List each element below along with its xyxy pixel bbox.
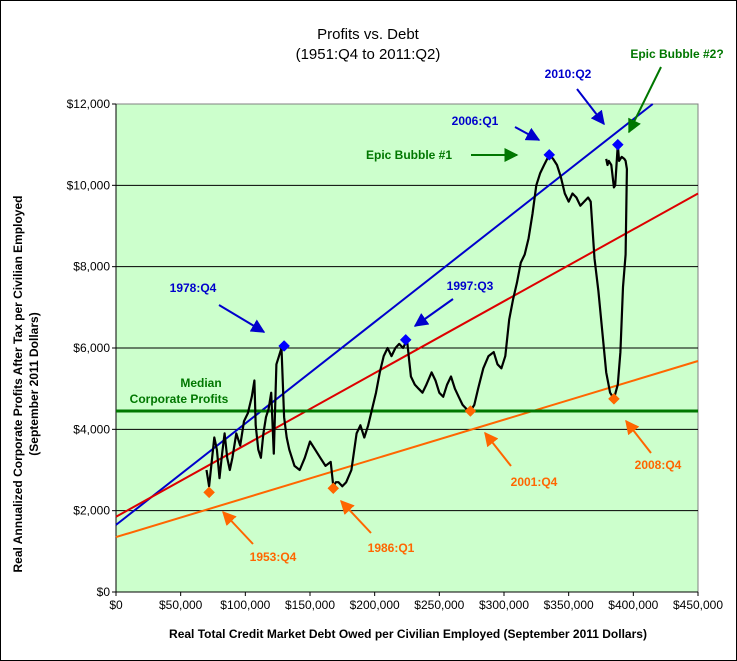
marker-1986-q1 — [327, 482, 340, 495]
x-tick-label: $50,000 — [159, 598, 203, 612]
y-tick-label: $12,000 — [67, 97, 111, 111]
x-tick-label: $450,000 — [673, 598, 723, 612]
arrow-2010-q2 — [576, 88, 605, 126]
epic-bubble-1-label: Epic Bubble #1 — [366, 148, 452, 162]
lower-trend — [115, 360, 699, 539]
x-tick-label: $0 — [109, 598, 123, 612]
label-1978-q4: 1978:Q4 — [170, 281, 217, 295]
profits-path — [205, 143, 628, 488]
y-tick-label: $6,000 — [73, 341, 110, 355]
marker-2010-q2 — [611, 138, 624, 151]
arrow-1978-q4 — [218, 304, 266, 333]
label-1997-q3: 1997:Q3 — [447, 279, 494, 293]
y-tick-label: $8,000 — [73, 260, 110, 274]
y-tick-label: $2,000 — [73, 504, 110, 518]
chart-title: Profits vs. Debt — [317, 26, 420, 43]
y-tick-label: $10,000 — [67, 178, 111, 192]
marker-2008-q4 — [608, 392, 620, 405]
label-2008-q4: 2008:Q4 — [635, 458, 682, 472]
y-axis-label-units: (September 2011 Dollars) — [27, 312, 41, 455]
x-tick-label: $350,000 — [544, 598, 594, 612]
label-1986-q1: 1986:Q1 — [368, 541, 415, 555]
y-tick-label: $0 — [97, 585, 111, 599]
marker-1997-q3 — [399, 334, 412, 346]
x-axis-label: Real Total Credit Market Debt Owed per C… — [169, 627, 647, 641]
middle-trend — [115, 192, 699, 518]
label-1953-q4: 1953:Q4 — [250, 550, 297, 564]
y-tick-label: $4,000 — [73, 422, 110, 436]
label-2010-q2: 2010:Q2 — [545, 67, 592, 81]
epic-bubble-2-label: Epic Bubble #2? — [630, 47, 723, 61]
arrow-2008-q4 — [625, 419, 652, 454]
label-2001-q4: 2001:Q4 — [511, 475, 558, 489]
x-tick-label: $400,000 — [608, 598, 658, 612]
marker-1953-q4 — [203, 486, 215, 499]
x-tick-label: $300,000 — [479, 598, 529, 612]
y-axis-label: Real Annualized Corporate Profits After … — [11, 196, 25, 573]
marker-2001-q4 — [464, 405, 477, 417]
marker-2006-q1 — [543, 148, 556, 161]
label-2006-q1: 2006:Q1 — [452, 114, 499, 128]
x-tick-label: $150,000 — [285, 598, 335, 612]
chart-subtitle: (1951:Q4 to 2011:Q2) — [296, 46, 441, 63]
x-tick-label: $200,000 — [350, 598, 400, 612]
x-tick-label: $100,000 — [220, 598, 270, 612]
plot-area: $0 $2,000 $4,000 $6,000 $8,000 $10,000 $12,000… — [67, 97, 724, 612]
median-label-line1: Median — [180, 376, 221, 390]
upper-trend — [115, 103, 654, 526]
arrow-2001-q4 — [484, 431, 512, 467]
median-label-line2: Corporate Profits — [130, 392, 229, 406]
arrow-1953-q4 — [222, 510, 254, 545]
arrow-1997-q3 — [413, 298, 454, 327]
annotations: Median Corporate Profits Epic Bubble #1 … — [130, 47, 724, 564]
arrow-2006-q1 — [514, 126, 541, 141]
arrow-epic-bubble-2 — [628, 66, 662, 134]
marker-1978-q4 — [278, 340, 290, 352]
x-tick-label: $250,000 — [414, 598, 464, 612]
arrow-1986-q1 — [340, 499, 372, 534]
